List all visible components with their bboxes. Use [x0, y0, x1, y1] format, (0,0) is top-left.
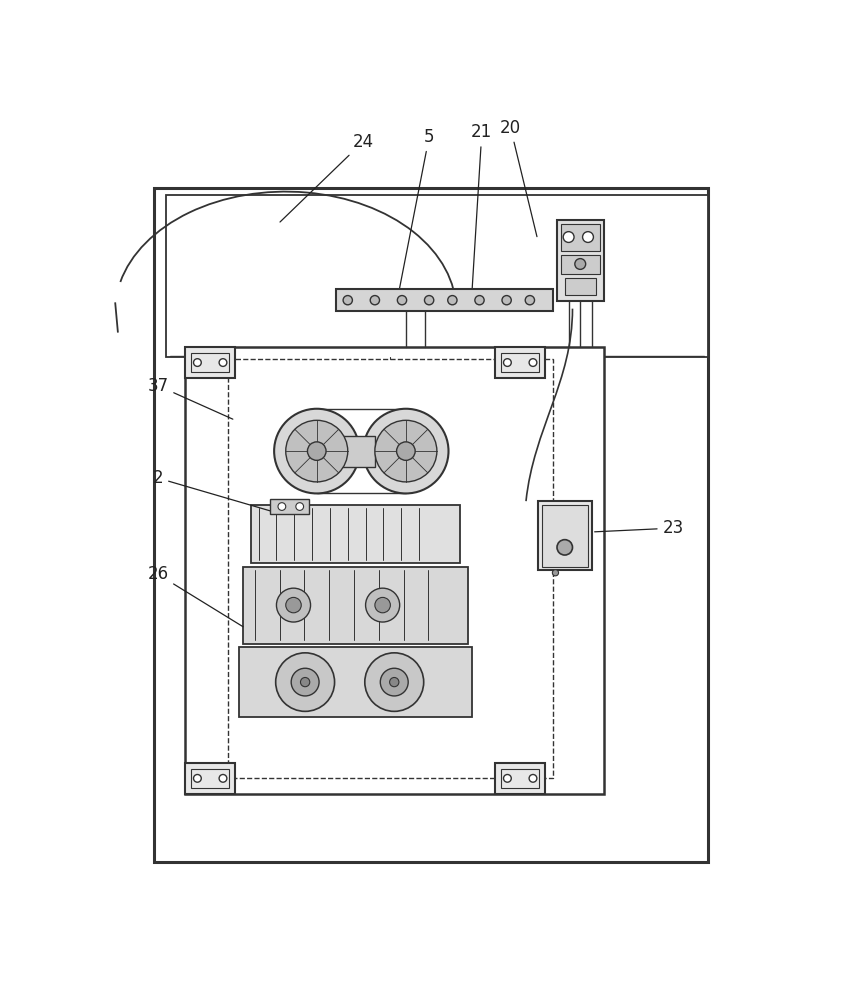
- Circle shape: [557, 540, 573, 555]
- Text: 23: 23: [594, 519, 684, 537]
- Circle shape: [390, 677, 399, 687]
- Text: 21: 21: [471, 123, 493, 293]
- Circle shape: [363, 409, 449, 493]
- Circle shape: [278, 503, 286, 510]
- Circle shape: [296, 503, 304, 510]
- Circle shape: [370, 296, 379, 305]
- Circle shape: [375, 420, 437, 482]
- Bar: [191, 769, 229, 788]
- Circle shape: [366, 588, 400, 622]
- Circle shape: [503, 774, 512, 782]
- Bar: [332, 436, 375, 466]
- Bar: [501, 353, 539, 372]
- Circle shape: [529, 774, 537, 782]
- Bar: [495, 763, 545, 794]
- Bar: [561, 224, 599, 251]
- Bar: [243, 567, 468, 644]
- Text: 5: 5: [399, 128, 434, 293]
- Circle shape: [365, 653, 424, 711]
- Circle shape: [475, 296, 484, 305]
- Circle shape: [563, 232, 574, 242]
- Circle shape: [286, 597, 301, 613]
- Circle shape: [343, 296, 353, 305]
- Text: 20: 20: [500, 119, 537, 237]
- Circle shape: [194, 774, 201, 782]
- Circle shape: [300, 677, 310, 687]
- Bar: [228, 359, 553, 778]
- Bar: [501, 769, 539, 788]
- Bar: [336, 289, 553, 311]
- Bar: [154, 188, 708, 862]
- Bar: [538, 501, 592, 570]
- Circle shape: [380, 668, 408, 696]
- Circle shape: [276, 588, 310, 622]
- Circle shape: [503, 359, 512, 366]
- Bar: [542, 505, 588, 567]
- Bar: [495, 347, 545, 378]
- Text: 26: 26: [147, 565, 243, 627]
- Bar: [270, 499, 309, 514]
- Circle shape: [375, 597, 390, 613]
- Circle shape: [219, 774, 227, 782]
- Bar: [185, 763, 236, 794]
- Circle shape: [219, 359, 227, 366]
- Bar: [185, 347, 236, 378]
- Circle shape: [286, 420, 347, 482]
- Bar: [557, 220, 604, 301]
- Circle shape: [582, 232, 593, 242]
- Bar: [185, 347, 604, 794]
- Circle shape: [194, 359, 201, 366]
- Circle shape: [292, 668, 319, 696]
- Bar: [191, 353, 229, 372]
- Bar: [166, 195, 708, 357]
- Circle shape: [274, 409, 359, 493]
- Bar: [561, 255, 599, 274]
- Circle shape: [529, 359, 537, 366]
- Text: 24: 24: [280, 133, 374, 222]
- Bar: [239, 647, 472, 717]
- Text: 37: 37: [147, 377, 233, 419]
- Circle shape: [448, 296, 457, 305]
- Circle shape: [308, 442, 326, 460]
- Circle shape: [396, 442, 415, 460]
- Circle shape: [552, 570, 558, 576]
- Circle shape: [502, 296, 512, 305]
- Circle shape: [574, 259, 586, 269]
- Circle shape: [525, 296, 535, 305]
- Bar: [565, 278, 596, 295]
- Circle shape: [425, 296, 433, 305]
- Text: 2: 2: [152, 469, 273, 512]
- Bar: [251, 505, 460, 563]
- Circle shape: [397, 296, 407, 305]
- Circle shape: [276, 653, 335, 711]
